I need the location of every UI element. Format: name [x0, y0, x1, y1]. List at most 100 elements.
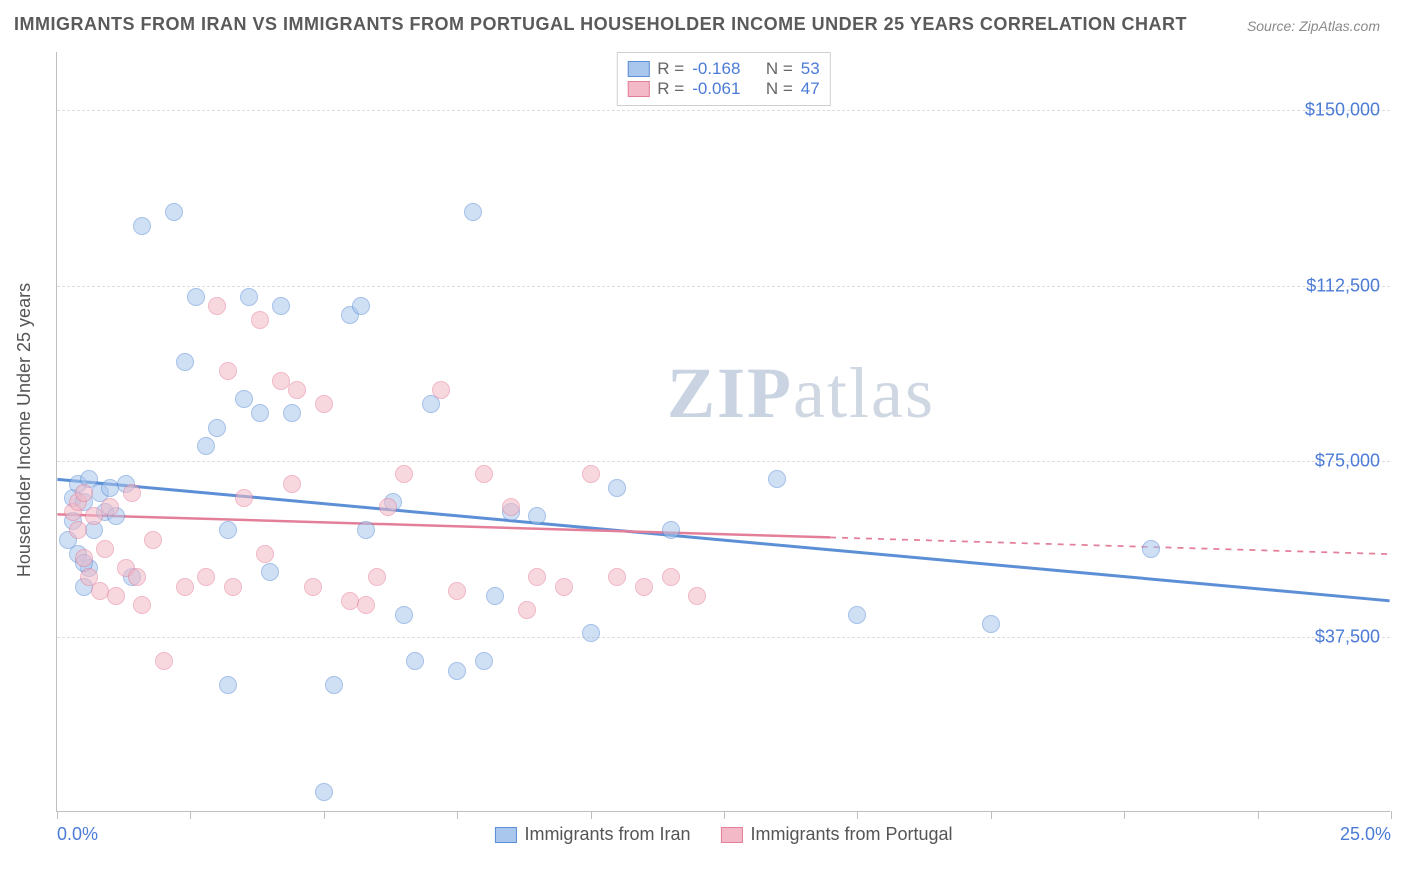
swatch-iran-icon — [494, 827, 516, 843]
scatter-point — [475, 652, 493, 670]
scatter-point — [251, 404, 269, 422]
scatter-point — [235, 489, 253, 507]
n-label: N = — [766, 79, 793, 99]
swatch-iran-icon — [627, 61, 649, 77]
scatter-point — [123, 484, 141, 502]
scatter-point — [848, 606, 866, 624]
x-tick — [324, 811, 325, 819]
scatter-point — [208, 297, 226, 315]
x-tick-label: 25.0% — [1340, 824, 1391, 845]
y-tick-label: $112,500 — [1306, 275, 1380, 296]
scatter-point — [395, 606, 413, 624]
x-tick — [724, 811, 725, 819]
scatter-point — [187, 288, 205, 306]
scatter-point — [272, 297, 290, 315]
scatter-point — [1142, 540, 1160, 558]
scatter-point — [235, 390, 253, 408]
scatter-point — [133, 596, 151, 614]
scatter-point — [219, 362, 237, 380]
x-tick — [1124, 811, 1125, 819]
scatter-point — [608, 568, 626, 586]
scatter-point — [69, 521, 87, 539]
scatter-point — [555, 578, 573, 596]
r-label: R = — [657, 59, 684, 79]
legend-row-portugal: R = -0.061 N = 47 — [627, 79, 819, 99]
scatter-point — [315, 395, 333, 413]
scatter-point — [528, 568, 546, 586]
scatter-point — [315, 783, 333, 801]
r-value-iran: -0.168 — [692, 59, 740, 79]
n-value-iran: 53 — [801, 59, 820, 79]
scatter-point — [357, 521, 375, 539]
r-value-portugal: -0.061 — [692, 79, 740, 99]
scatter-point — [448, 582, 466, 600]
x-tick — [591, 811, 592, 819]
gridline — [57, 637, 1390, 638]
y-tick-label: $75,000 — [1315, 451, 1380, 472]
scatter-point — [165, 203, 183, 221]
scatter-point — [352, 297, 370, 315]
swatch-portugal-icon — [627, 81, 649, 97]
scatter-point — [635, 578, 653, 596]
gridline — [57, 461, 1390, 462]
legend-row-iran: R = -0.168 N = 53 — [627, 59, 819, 79]
scatter-point — [368, 568, 386, 586]
scatter-point — [662, 521, 680, 539]
scatter-point — [464, 203, 482, 221]
scatter-point — [197, 568, 215, 586]
scatter-point — [357, 596, 375, 614]
x-tick — [190, 811, 191, 819]
legend-series: Immigrants from Iran Immigrants from Por… — [494, 824, 952, 845]
x-tick — [457, 811, 458, 819]
scatter-point — [176, 353, 194, 371]
scatter-point — [85, 507, 103, 525]
scatter-point — [379, 498, 397, 516]
plot-area: ZIPatlas R = -0.168 N = 53 R = -0.061 N … — [56, 52, 1390, 812]
gridline — [57, 286, 1390, 287]
scatter-point — [219, 521, 237, 539]
scatter-point — [133, 217, 151, 235]
scatter-point — [768, 470, 786, 488]
scatter-point — [261, 563, 279, 581]
scatter-point — [240, 288, 258, 306]
swatch-portugal-icon — [720, 827, 742, 843]
scatter-point — [304, 578, 322, 596]
scatter-point — [325, 676, 343, 694]
x-tick-label: 0.0% — [57, 824, 98, 845]
n-value-portugal: 47 — [801, 79, 820, 99]
watermark: ZIPatlas — [667, 352, 935, 435]
y-tick-label: $150,000 — [1305, 100, 1380, 121]
x-tick — [57, 811, 58, 819]
scatter-point — [101, 498, 119, 516]
scatter-point — [475, 465, 493, 483]
scatter-point — [251, 311, 269, 329]
scatter-point — [256, 545, 274, 563]
scatter-point — [75, 549, 93, 567]
scatter-point — [75, 484, 93, 502]
scatter-point — [582, 624, 600, 642]
scatter-point — [502, 498, 520, 516]
scatter-point — [662, 568, 680, 586]
legend-correlation: R = -0.168 N = 53 R = -0.061 N = 47 — [616, 52, 830, 106]
scatter-point — [283, 404, 301, 422]
scatter-point — [197, 437, 215, 455]
scatter-point — [518, 601, 536, 619]
chart-container: IMMIGRANTS FROM IRAN VS IMMIGRANTS FROM … — [0, 0, 1406, 892]
scatter-point — [395, 465, 413, 483]
x-tick — [1258, 811, 1259, 819]
n-label: N = — [766, 59, 793, 79]
chart-title: IMMIGRANTS FROM IRAN VS IMMIGRANTS FROM … — [14, 14, 1187, 35]
scatter-point — [176, 578, 194, 596]
scatter-point — [224, 578, 242, 596]
watermark-zip: ZIP — [667, 353, 793, 433]
y-tick-label: $37,500 — [1315, 626, 1380, 647]
y-axis-label: Householder Income Under 25 years — [14, 283, 35, 577]
series-name-portugal: Immigrants from Portugal — [750, 824, 952, 845]
scatter-point — [448, 662, 466, 680]
scatter-point — [107, 587, 125, 605]
scatter-point — [982, 615, 1000, 633]
scatter-point — [406, 652, 424, 670]
scatter-point — [208, 419, 226, 437]
scatter-point — [688, 587, 706, 605]
r-label: R = — [657, 79, 684, 99]
